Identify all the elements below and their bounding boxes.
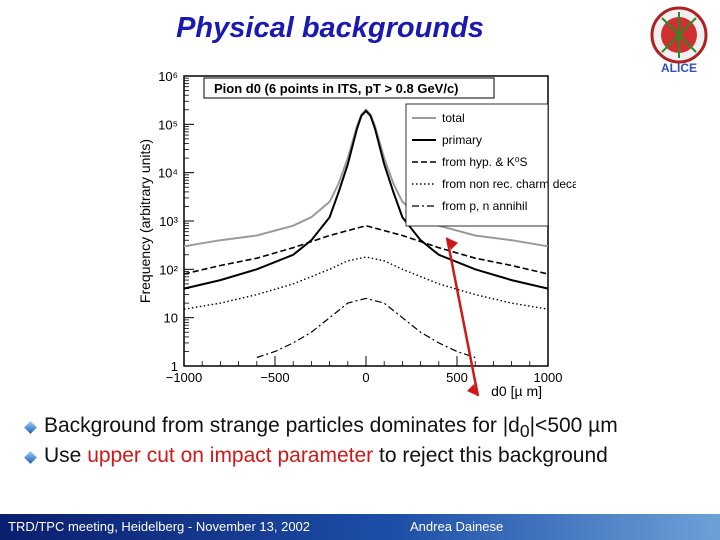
bullet-icon <box>24 421 37 434</box>
annotation-arrow <box>445 237 480 397</box>
bullet-1-text: Background from strange particles domina… <box>44 414 618 442</box>
y-tick-label: 1 <box>171 359 178 374</box>
x-axis-label: d0 [µ m] <box>491 383 542 399</box>
x-tick-label: −500 <box>260 370 289 385</box>
legend-label-2: primary <box>442 133 482 147</box>
chart-title: Pion d0 (6 points in ITS, pT > 0.8 GeV/c… <box>214 81 459 96</box>
legend-label-5: from p, n annihil <box>442 199 527 213</box>
arrow-head <box>447 237 458 250</box>
bullet-1: Background from strange particles domina… <box>18 414 718 444</box>
y-tick-label: 10⁵ <box>158 117 178 132</box>
arrow-head <box>467 384 478 396</box>
bullet-2-text: Use upper cut on impact parameter to rej… <box>44 444 608 467</box>
footer-meeting: TRD/TPC meeting, Heidelberg - November 1… <box>8 519 311 534</box>
bullet-2: Use upper cut on impact parameter to rej… <box>18 444 718 474</box>
y-axis-label: Frequency (arbitrary units) <box>137 139 153 303</box>
y-tick-label: 10 <box>164 311 178 326</box>
legend-label-3: from hyp. & K⁰S <box>442 155 528 169</box>
x-tick-label: 1000 <box>534 370 563 385</box>
y-tick-label: 10⁶ <box>158 70 178 84</box>
highlight-text: upper cut on impact parameter <box>87 444 374 467</box>
x-tick-label: 500 <box>446 370 468 385</box>
y-tick-label: 10² <box>159 262 178 277</box>
bullet-icon <box>24 451 37 464</box>
y-tick-label: 10³ <box>159 214 178 229</box>
x-tick-label: 0 <box>362 370 369 385</box>
chart-title-box <box>203 77 495 99</box>
logo-text: ALICE <box>661 61 697 74</box>
slide-title: Physical backgrounds <box>176 12 484 44</box>
series-line-2 <box>183 109 549 290</box>
footer-bar: TRD/TPC meeting, Heidelberg - November 1… <box>0 514 720 540</box>
x-tick-label: −1000 <box>166 370 203 385</box>
footer-author: Andrea Dainese <box>410 519 504 534</box>
legend-label-1: total <box>442 111 465 125</box>
y-tick-label: 10⁴ <box>158 166 178 181</box>
alice-logo: ALICE <box>650 6 708 74</box>
series-line-5 <box>256 297 476 359</box>
legend-label-4: from non rec. charm decays <box>442 177 576 191</box>
bullet-list: Background from strange particles domina… <box>18 414 718 474</box>
